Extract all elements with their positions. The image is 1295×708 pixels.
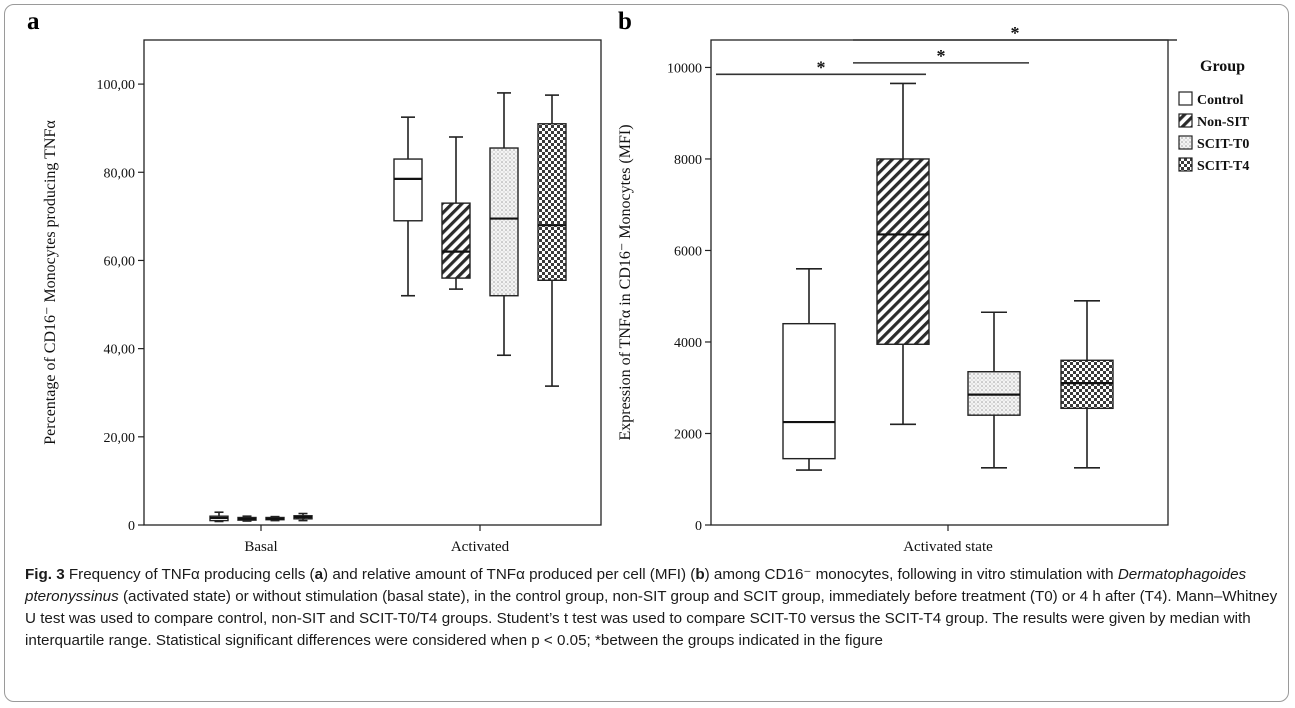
- caption-panel-b: b: [695, 566, 705, 583]
- panel-b-legend-label-control: Control: [1197, 93, 1244, 108]
- panel-b-chart: 0 2000 4000 6000 8000 10000 b Expression of TNF…: [617, 8, 1250, 555]
- panel-b-ytick-label: 4000: [674, 336, 702, 351]
- caption-text-1: Frequency of TNFα producing cells (: [64, 566, 315, 583]
- panel-b-ytick-label: 8000: [674, 153, 702, 168]
- panel-a-activated-non-sit-box: [441, 202, 471, 279]
- caption-panel-a: a: [314, 566, 324, 583]
- panel-a-xtick-label: Basal: [244, 539, 277, 555]
- panel-a-chart: 0 20,00 40,00 60,00 80,00 100,00 a Percentage o…: [27, 8, 602, 555]
- figure-caption: Fig. 3 Frequency of TNFα producing cells…: [25, 564, 1280, 652]
- panel-a-ytick-label: 100,00: [97, 78, 136, 93]
- panel-a-activated-control-box: [393, 158, 423, 222]
- caption-fig-label: Fig. 3: [25, 566, 65, 583]
- panel-b-legend-label-scit-t0: SCIT-T0: [1197, 137, 1249, 152]
- panel-b-significance-star: *: [817, 57, 826, 77]
- panel-b-legend-title: Group: [1200, 58, 1245, 75]
- panel-b-legend-label-scit-t4: SCIT-T4: [1197, 159, 1249, 174]
- panel-a-xtick-label: Activated: [451, 539, 510, 555]
- panel-a-ytick-label: 0: [128, 519, 135, 534]
- caption-text-2: ) and relative amount of TNFα produced p…: [323, 566, 696, 583]
- panel-a-ytick-label: 20,00: [104, 431, 136, 446]
- panel-b-label: b: [618, 8, 632, 35]
- panel-b-ytick-label: 6000: [674, 244, 702, 259]
- panel-b-legend-swatch-control: [1178, 91, 1193, 106]
- panel-b-scit-t4-box: [1060, 359, 1114, 410]
- panel-b-control-box: [782, 322, 836, 460]
- panel-b-scit-t0-box: [967, 371, 1021, 416]
- panel-a-label: a: [27, 8, 40, 35]
- panel-b-ylabel: Expression of TNFα in CD16⁻ Monocytes (M…: [617, 124, 634, 440]
- panel-b-ytick-label: 10000: [667, 61, 702, 76]
- panel-b-legend-swatch-scit-t0: [1178, 135, 1193, 150]
- panel-b-non-sit-box: [876, 158, 930, 345]
- panel-a-ytick-label: 80,00: [104, 166, 136, 181]
- panel-b-legend-label-non-sit: Non-SIT: [1197, 115, 1250, 130]
- panel-b-ytick-label: 0: [695, 519, 702, 534]
- panel-b-legend-swatch-scit-t4: [1178, 157, 1193, 172]
- caption-species: Dermatophagoides pteronyssinus: [25, 566, 1247, 605]
- panel-a-ylabel: Percentage of CD16⁻ Monocytes producing …: [42, 120, 59, 445]
- panel-a-plot-frame: [143, 39, 602, 526]
- panel-a-ytick-label: 60,00: [104, 254, 136, 269]
- figure-frame: 0 20,00 40,00 60,00 80,00 100,00 a Percentage o…: [4, 4, 1289, 702]
- panel-b-significance-star: *: [1011, 23, 1020, 43]
- panel-a-activated-scit-t4-box: [537, 123, 567, 281]
- panel-a-ytick-label: 40,00: [104, 343, 136, 358]
- caption-text-3: ) among CD16⁻ monocytes, following in vi…: [704, 566, 1118, 583]
- panel-b-legend-swatch-non-sit: [1178, 113, 1193, 128]
- panel-b-xtick-label: Activated state: [903, 539, 993, 555]
- caption-text-4: (activated state) or without stimulation…: [25, 588, 1278, 649]
- panel-b-plot-frame: [710, 39, 1169, 526]
- panel-b-ytick-label: 2000: [674, 427, 702, 442]
- panel-a-activated-scit-t0-box: [489, 147, 519, 297]
- figure-svg: 0 20,00 40,00 60,00 80,00 100,00 a Percentage o…: [27, 8, 1250, 555]
- panel-b-significance-star: *: [937, 46, 946, 66]
